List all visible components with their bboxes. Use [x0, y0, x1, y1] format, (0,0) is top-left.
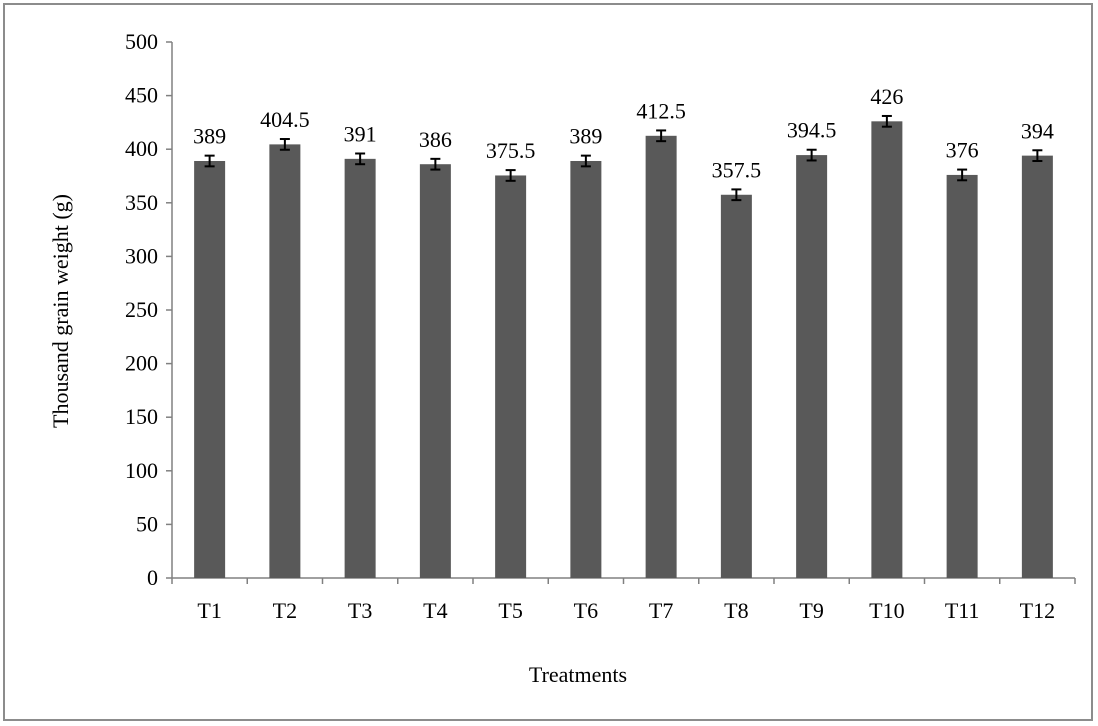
bar [871, 121, 903, 578]
error-bar [355, 152, 366, 166]
error-bar [881, 114, 892, 128]
data-labels: 389 404.5 391 386 375.5 389 412.5 357.5 394.5 426… [193, 84, 1054, 182]
data-label: 357.5 [712, 157, 762, 182]
y-tick-label: 200 [125, 351, 158, 376]
x-tick-label: T8 [724, 598, 748, 623]
y-tick-label: 50 [136, 511, 158, 536]
x-tick-label: T11 [945, 598, 980, 623]
error-bar [204, 154, 215, 168]
bars [194, 121, 1053, 579]
x-ticks: T1 T2 T3 T4 T5 T6 T7 T8 T9 T10 T11 T12 [171, 578, 1076, 623]
error-bar [656, 129, 667, 143]
error-bar [1032, 149, 1043, 162]
error-bar [957, 168, 968, 182]
y-tick-label: 100 [125, 458, 158, 483]
error-bar [580, 154, 591, 168]
x-tick-label: T4 [423, 598, 447, 623]
data-label: 412.5 [636, 98, 686, 123]
x-tick-label: T3 [348, 598, 372, 623]
bar [570, 160, 602, 578]
x-tick-label: T2 [273, 598, 297, 623]
chart-frame [3, 3, 1093, 721]
x-tick-label: T10 [869, 598, 904, 623]
data-label: 386 [419, 127, 452, 152]
bar [796, 155, 828, 578]
data-label: 389 [569, 124, 602, 149]
bar [720, 194, 752, 578]
y-tick-label: 300 [125, 243, 158, 268]
bar [419, 164, 451, 578]
x-tick-label: T9 [799, 598, 823, 623]
data-label: 394 [1021, 118, 1054, 143]
data-label: 389 [193, 124, 226, 149]
error-bars [204, 114, 1043, 202]
error-bar [731, 188, 742, 202]
y-tick-label: 0 [147, 565, 158, 590]
bar [194, 160, 226, 578]
bar [946, 174, 978, 579]
error-bar [505, 169, 516, 182]
bar [269, 144, 301, 578]
y-axis-title: Thousand grain weight (g) [48, 194, 73, 428]
bar [495, 175, 527, 579]
y-tick-label: 150 [125, 404, 158, 429]
x-tick-label: T1 [197, 598, 221, 623]
x-axis: T1 T2 T3 T4 T5 T6 T7 T8 T9 T10 T11 T12 [171, 577, 1076, 623]
x-tick-label: T5 [498, 598, 522, 623]
x-tick-label: T6 [574, 598, 598, 623]
x-axis-title: Treatments [529, 662, 627, 687]
data-label: 394.5 [787, 118, 837, 143]
data-label: 426 [870, 84, 903, 109]
bar [344, 158, 376, 578]
y-tick-label: 350 [125, 190, 158, 215]
data-label: 404.5 [260, 107, 310, 132]
data-label: 376 [946, 138, 979, 163]
data-label: 391 [344, 121, 377, 146]
y-ticks: 0 50 100 150 200 250 300 350 400 450 500 [125, 29, 172, 590]
x-tick-label: T7 [649, 598, 673, 623]
error-bar [279, 138, 290, 151]
y-tick-label: 400 [125, 136, 158, 161]
bar [1021, 155, 1053, 578]
error-bar [430, 157, 441, 171]
y-tick-label: 450 [125, 83, 158, 108]
data-label: 375.5 [486, 138, 536, 163]
x-tick-label: T12 [1020, 598, 1055, 623]
y-axis: 0 50 100 150 200 250 300 350 400 450 500 [125, 29, 173, 590]
bar [645, 135, 677, 579]
y-tick-label: 250 [125, 297, 158, 322]
error-bar [806, 148, 817, 162]
y-tick-label: 500 [125, 29, 158, 54]
